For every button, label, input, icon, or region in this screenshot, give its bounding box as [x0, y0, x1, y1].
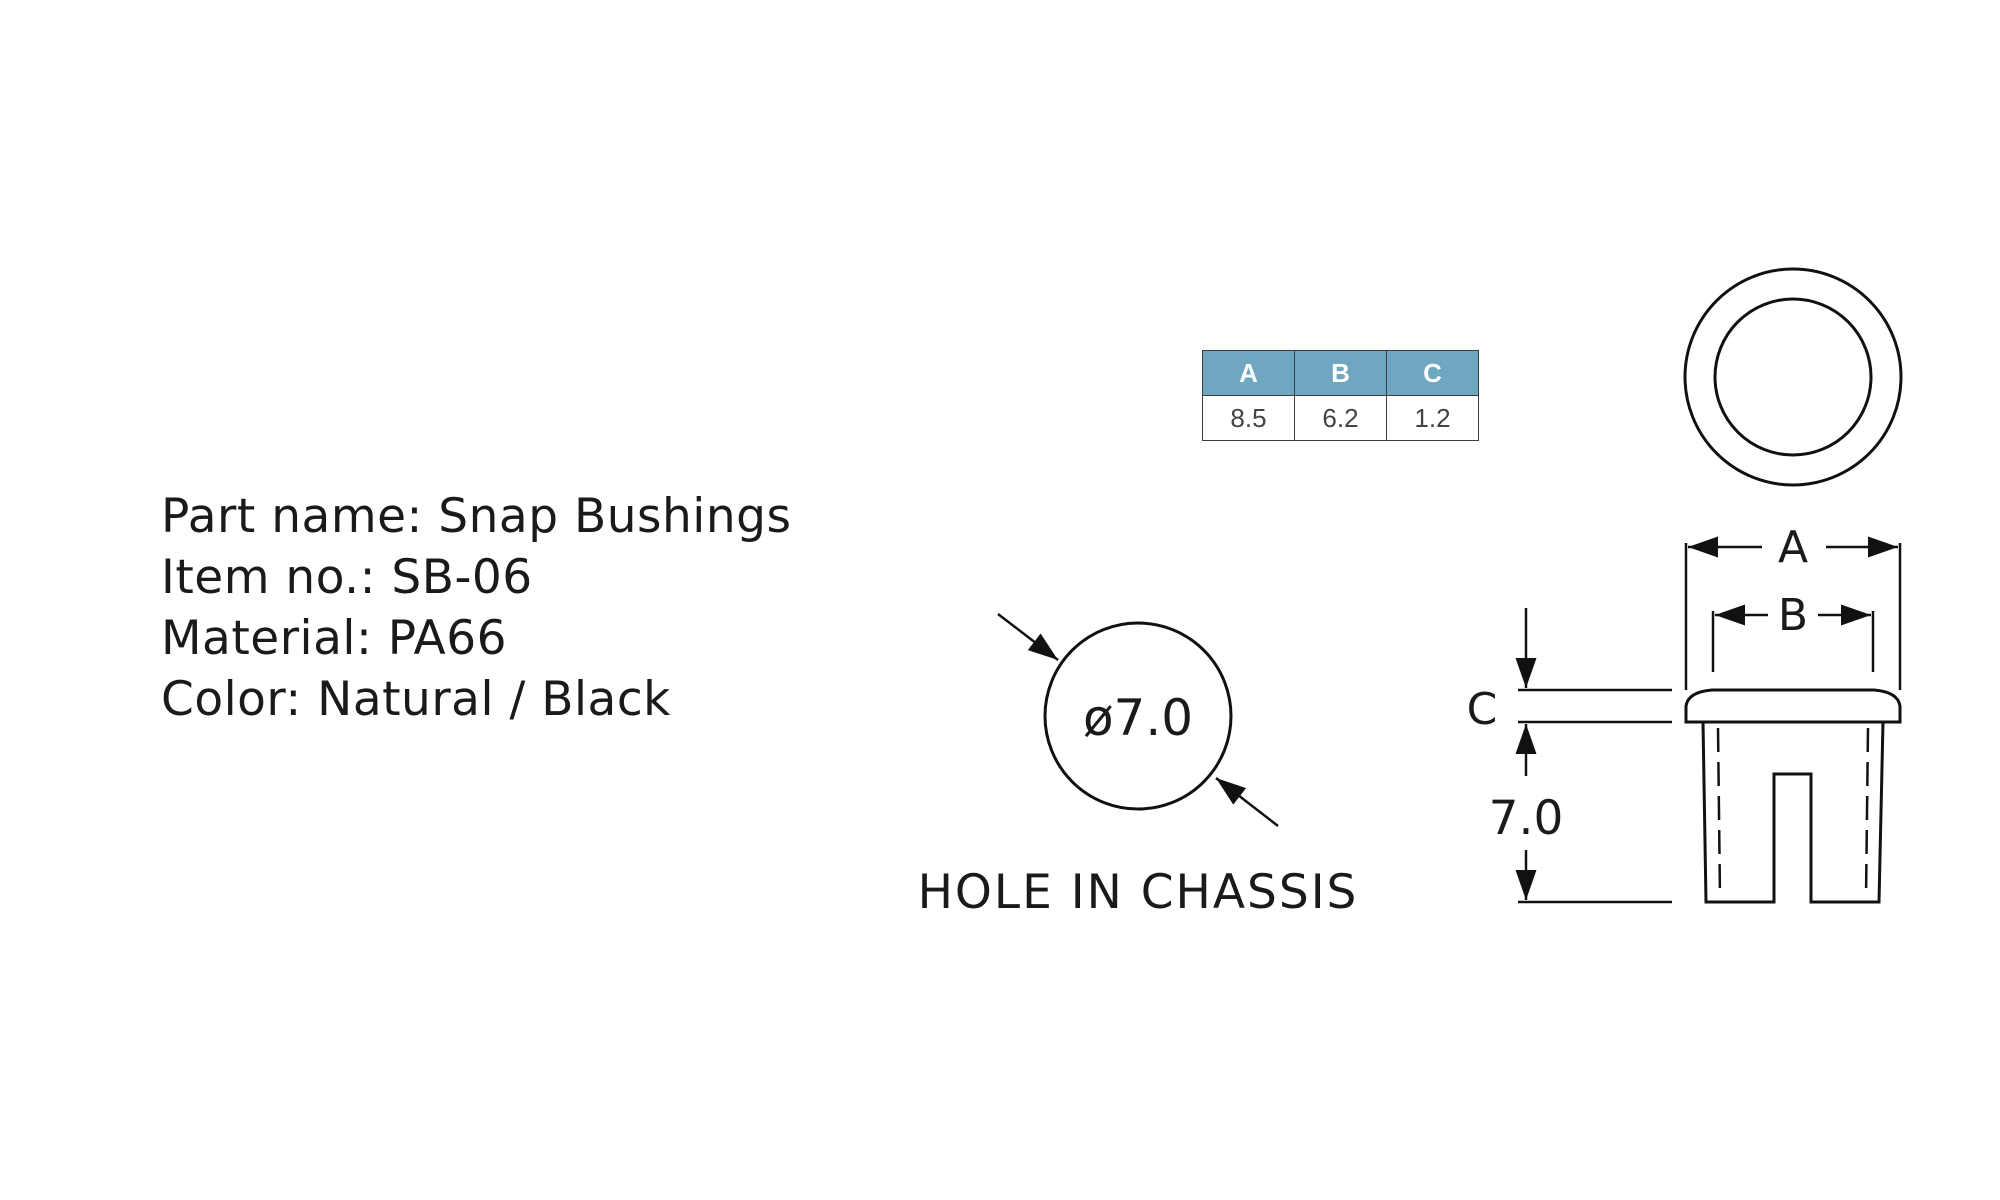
part-name: Part name: Snap Bushings	[161, 489, 792, 544]
top-view-outer-circle	[1683, 267, 1903, 487]
dimension-value-row: 8.5 6.2 1.2	[1202, 395, 1479, 441]
bushing-flange	[1684, 688, 1902, 724]
dim-c-label: C	[1467, 684, 1498, 735]
dim-b-label: B	[1778, 590, 1808, 641]
hole-view: ø7.0 HOLE IN CHASSIS	[918, 613, 1359, 920]
value-c: 1.2	[1386, 395, 1479, 441]
dimension-table: A B C 8.5 6.2 1.2	[1202, 350, 1479, 441]
hole-dim-arrow-top	[997, 613, 1059, 661]
bushing-hidden-line-right	[1864, 727, 1870, 899]
material: Material: PA66	[161, 611, 508, 666]
part-info: Part name: Snap Bushings Item no.: SB-06…	[161, 486, 791, 730]
header-a: A	[1202, 350, 1295, 396]
hole-circle	[1043, 621, 1233, 811]
color: Color: Natural / Black	[161, 672, 671, 727]
hole-caption: HOLE IN CHASSIS	[918, 865, 1359, 920]
header-c: C	[1386, 350, 1479, 396]
dimension-header-row: A B C	[1202, 350, 1479, 396]
side-view: A B C 7.0	[1467, 522, 1902, 904]
top-view	[1683, 267, 1903, 487]
height-label: 7.0	[1489, 791, 1564, 846]
hole-diameter-label: ø7.0	[1083, 689, 1193, 747]
dim-a-label: A	[1778, 522, 1808, 573]
value-a: 8.5	[1202, 395, 1295, 441]
bushing-body	[1701, 721, 1885, 904]
bushing-hidden-line-left	[1716, 727, 1722, 899]
item-number: Item no.: SB-06	[161, 550, 533, 605]
hole-dim-arrow-bottom	[1215, 777, 1279, 827]
value-b: 6.2	[1294, 395, 1387, 441]
top-view-inner-circle	[1713, 297, 1873, 457]
